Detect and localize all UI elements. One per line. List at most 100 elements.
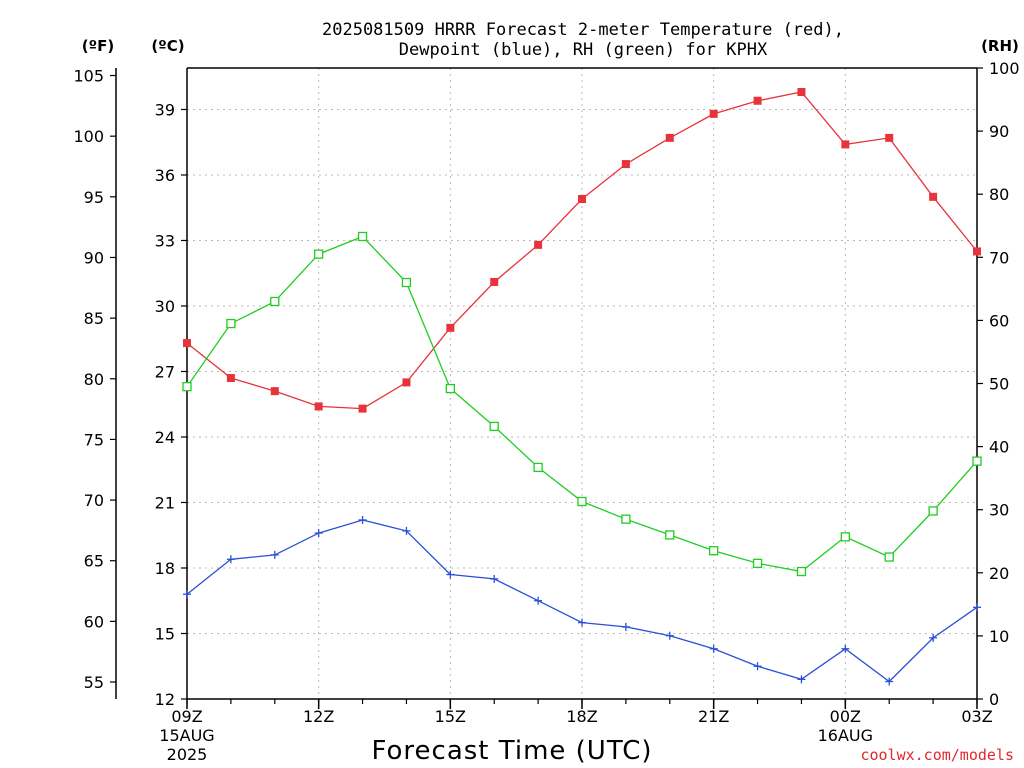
celsius-tick-label: 15 (155, 624, 175, 643)
dewpoint-point (841, 644, 850, 653)
dewpoint-point (402, 526, 411, 535)
dewpoint-point (753, 662, 762, 671)
celsius-tick-label: 39 (155, 100, 175, 119)
dewpoint-point (578, 618, 586, 627)
temperature-point (709, 109, 718, 118)
dewpoint-point (183, 590, 191, 599)
rh-tick-label: 40 (989, 438, 1009, 457)
x-tick-label: 15Z (435, 707, 466, 726)
rh-point (226, 318, 236, 329)
dewpoint-point (797, 675, 806, 684)
rh-tick-label: 60 (989, 311, 1009, 330)
dewpoint-point (929, 633, 938, 642)
credit-text: coolwx.com/models (860, 746, 1014, 764)
dewpoint-point (446, 570, 455, 579)
fahrenheit-tick-label: 55 (84, 673, 104, 692)
rh-point (972, 456, 982, 466)
grid-lines (187, 68, 977, 699)
rh-point (621, 514, 631, 524)
x-tick-label: 00Z (830, 707, 861, 726)
temperature-line (186, 91, 978, 410)
temperature-point (885, 133, 894, 142)
celsius-tick-label: 12 (155, 690, 175, 709)
fahrenheit-tick-label: 80 (84, 370, 104, 389)
celsius-unit-label: (ºC) (151, 37, 184, 55)
rh-tick-label: 30 (989, 501, 1009, 520)
x-tick-label: 2025 (167, 745, 208, 764)
rh-tick-label: 80 (989, 185, 1009, 204)
temperature-point (578, 195, 586, 204)
rh-point (357, 231, 368, 242)
temperature-point (753, 96, 762, 105)
rh-point (314, 249, 324, 259)
rh-point (489, 421, 499, 432)
data-series (182, 88, 982, 686)
fahrenheit-tick-label: 100 (73, 127, 104, 146)
dewpoint-point (226, 555, 235, 564)
dewpoint-point (534, 596, 543, 605)
dewpoint-point (973, 603, 981, 612)
rh-point (709, 546, 719, 556)
dewpoint-point (709, 644, 718, 653)
rh-unit-label: (RH) (981, 37, 1019, 55)
fahrenheit-tick-label: 60 (84, 612, 104, 631)
rh-point (840, 532, 850, 542)
axes: 5560657075808590951001051215182124273033… (73, 59, 1019, 764)
rh-point (665, 530, 675, 540)
rh-tick-label: 70 (989, 248, 1009, 267)
dewpoint-point (314, 529, 323, 538)
rh-tick-label: 20 (989, 564, 1009, 583)
rh-point (533, 462, 543, 473)
rh-point (884, 552, 894, 562)
x-tick-label: 09Z (171, 707, 202, 726)
rh-tick-label: 10 (989, 627, 1009, 646)
dewpoint-point (885, 677, 894, 686)
chart-title-line-2: Dewpoint (blue), RH (green) for KPHX (399, 40, 768, 60)
dewpoint-point (665, 631, 674, 640)
temperature-point (270, 387, 279, 396)
temperature-point (490, 277, 499, 286)
temperature-point (226, 374, 235, 383)
celsius-tick-label: 21 (155, 493, 175, 512)
plot-frame (186, 67, 978, 700)
dewpoint-point (270, 550, 279, 559)
temperature-point (841, 140, 850, 149)
x-axis-label: Forecast Time (UTC) (371, 736, 652, 766)
rh-point (182, 382, 192, 392)
fahrenheit-tick-label: 75 (84, 430, 104, 449)
celsius-tick-label: 30 (155, 297, 175, 316)
temperature-point (314, 402, 323, 411)
x-tick-label: 21Z (698, 707, 729, 726)
temperature-point (358, 404, 367, 413)
rh-point (577, 496, 587, 507)
temperature-point (402, 378, 411, 387)
x-tick-label: 16AUG (818, 726, 873, 745)
fahrenheit-unit-label: (ºF) (82, 37, 114, 55)
fahrenheit-tick-label: 90 (84, 248, 104, 267)
fahrenheit-tick-label: 95 (84, 188, 104, 207)
celsius-tick-label: 36 (155, 166, 175, 185)
celsius-tick-label: 24 (155, 428, 175, 447)
x-tick-label: 15AUG (159, 726, 214, 745)
rh-tick-label: 100 (989, 59, 1020, 78)
rh-tick-label: 90 (989, 122, 1009, 141)
rh-point (928, 506, 938, 516)
rh-point (270, 296, 280, 307)
fahrenheit-tick-label: 105 (73, 67, 104, 86)
fahrenheit-tick-label: 65 (84, 552, 104, 571)
celsius-tick-label: 27 (155, 362, 175, 381)
temperature-point (183, 339, 191, 348)
temperature-point (534, 240, 543, 249)
celsius-tick-label: 18 (155, 559, 175, 578)
temperature-point (973, 247, 981, 256)
x-tick-label: 03Z (961, 707, 992, 726)
dewpoint-point (358, 515, 367, 524)
temperature-point (621, 160, 630, 169)
rh-point (752, 558, 763, 568)
temperature-point (797, 88, 806, 97)
temperature-point (929, 192, 938, 201)
dewpoint-point (490, 574, 499, 583)
dewpoint-point (621, 622, 630, 631)
rh-point (445, 383, 455, 394)
